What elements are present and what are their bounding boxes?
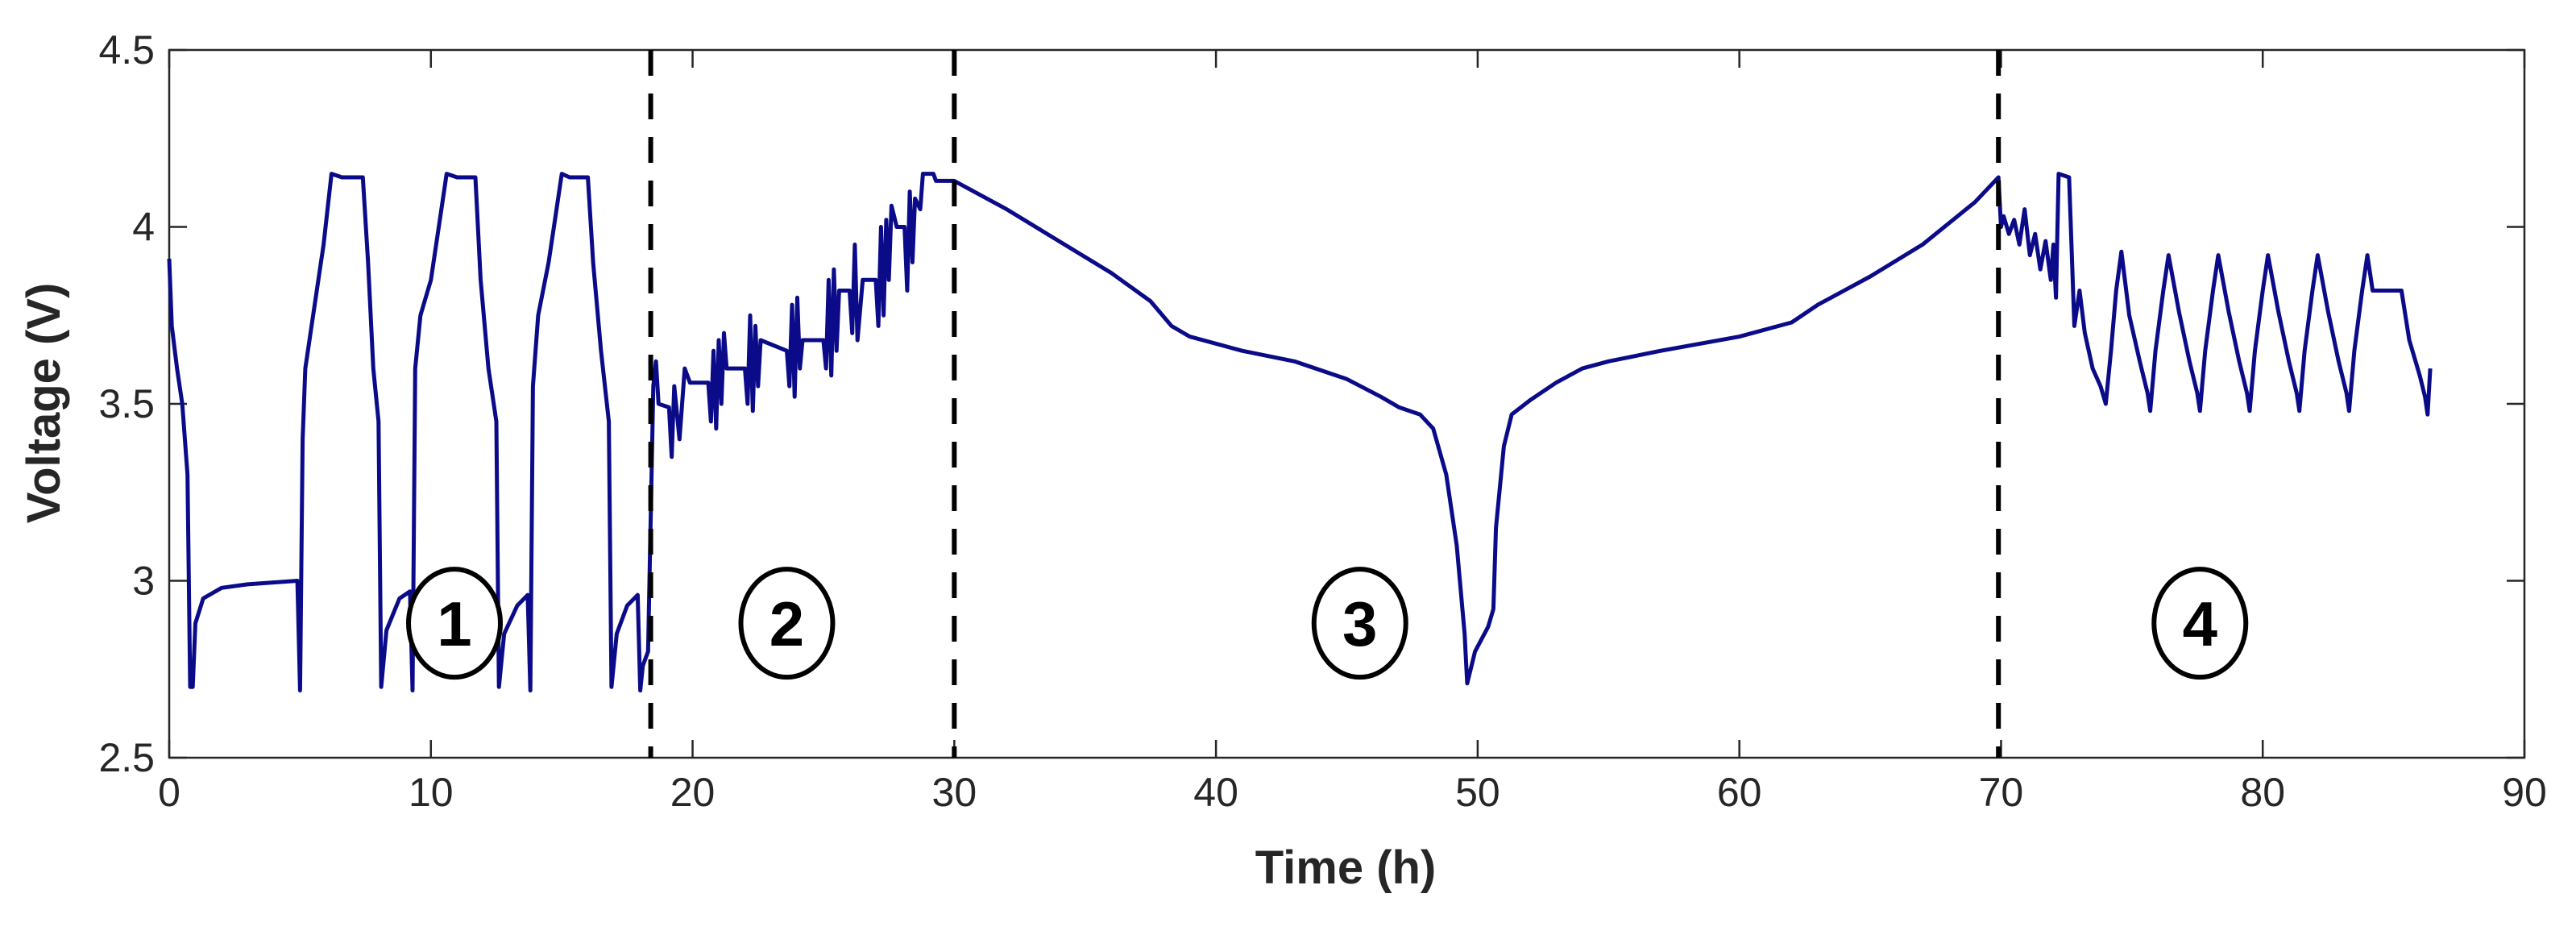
x-tick-label: 40 bbox=[1193, 770, 1238, 815]
zone-marker-label: 4 bbox=[2183, 588, 2217, 659]
zone-marker-ellipse bbox=[406, 567, 504, 680]
x-tick-label: 80 bbox=[2240, 770, 2285, 815]
x-tick-label: 60 bbox=[1717, 770, 1762, 815]
voltage-line bbox=[167, 172, 2433, 693]
zone-marker-ellipse bbox=[2151, 567, 2249, 680]
y-tick-label: 4.5 bbox=[98, 27, 155, 73]
zone-marker-label: 2 bbox=[769, 588, 804, 659]
x-tick-label: 0 bbox=[158, 770, 180, 815]
x-tick-label: 70 bbox=[1979, 770, 2024, 815]
y-tick-label: 3.5 bbox=[98, 381, 155, 426]
marks-group: 1 2 3 4 bbox=[167, 50, 2433, 758]
x-tick-label: 90 bbox=[2502, 770, 2547, 815]
x-axis-label: Time (h) bbox=[1255, 842, 1437, 894]
x-tick-label: 20 bbox=[670, 770, 716, 815]
zone-marker-label: 3 bbox=[1342, 588, 1377, 659]
zone-marker-ellipse bbox=[738, 567, 836, 680]
y-tick-label: 3 bbox=[132, 559, 155, 604]
y-axis-label: Voltage (V) bbox=[18, 283, 70, 524]
x-tick-label: 50 bbox=[1455, 770, 1500, 815]
y-tick-label: 4 bbox=[132, 205, 155, 250]
y-tick-label: 2.5 bbox=[98, 735, 155, 780]
zone-marker-ellipse bbox=[1311, 567, 1408, 680]
x-tick-label: 30 bbox=[932, 770, 977, 815]
x-tick-label: 10 bbox=[409, 770, 454, 815]
axes-group: 0 10 20 30 40 50 60 70 80 90 2.5 3 3.5 4 4.5 bbox=[98, 27, 2546, 815]
zone-marker-label: 1 bbox=[437, 588, 471, 659]
